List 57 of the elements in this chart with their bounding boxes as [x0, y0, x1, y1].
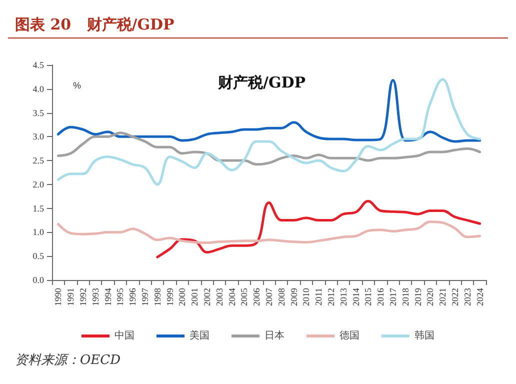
legend-label: 美国: [190, 330, 210, 342]
y-tick-label: 3.5: [32, 108, 44, 118]
x-tick-label: 1998: [152, 288, 162, 306]
line-series: [56, 220, 482, 244]
x-tick-label: 2019: [412, 288, 423, 306]
x-tick-label: 2015: [363, 288, 374, 306]
legend-label: 日本: [264, 330, 284, 342]
x-tick-label: 2008: [276, 288, 286, 306]
legend-label: 韩国: [414, 330, 434, 342]
y-tick-label: 0.5: [32, 251, 44, 262]
x-tick-label: 2006: [252, 288, 262, 306]
x-tick-label: 1994: [102, 288, 113, 306]
x-tick-label: 1991: [66, 288, 76, 306]
x-tick-label: 2004: [226, 288, 237, 306]
y-tick-label: 2.5: [32, 156, 44, 166]
line-series: [56, 132, 482, 166]
legend-label: 中国: [114, 330, 134, 342]
x-tick-label: 2001: [190, 288, 200, 306]
y-tick-label: 4.0: [32, 84, 44, 94]
x-tick-label: 1996: [128, 288, 138, 306]
text: 资料来源：OECD: [15, 353, 122, 368]
chart-title: 图表 20 财产税/GDP: [15, 16, 174, 34]
y-tick-label: 1.0: [32, 227, 44, 238]
x-tick-label: 2013: [338, 288, 348, 306]
x-tick-label: 1999: [164, 288, 175, 306]
x-tick-label: 1990: [53, 288, 64, 306]
x-tick-label: 2012: [326, 288, 336, 306]
x-tick-label: 2017: [388, 288, 398, 306]
x-tick-label: 2011: [314, 288, 324, 306]
y-tick-label: 0.0: [32, 275, 44, 285]
y-tick-label: 4.5: [32, 60, 44, 70]
x-tick-label: 2022: [450, 288, 460, 306]
x-tick-label: 2016: [376, 288, 386, 306]
x-tick-label: 2009: [288, 288, 299, 306]
x-tick-label: 2021: [438, 288, 448, 306]
x-tick-label: 2020: [425, 288, 436, 306]
y-tick-label: 3.0: [32, 132, 44, 142]
x-tick-label: 1997: [140, 288, 150, 306]
x-tick-label: 2023: [462, 288, 472, 306]
y-axis-title: %: [73, 80, 82, 90]
x-tick-label: 2018: [400, 288, 410, 306]
x-tick-label: 2014: [350, 288, 361, 306]
y-tick-label: 2.0: [32, 179, 44, 190]
x-tick-label: 2002: [202, 288, 212, 306]
y-tick-label: 1.5: [32, 203, 44, 214]
x-tick-label: 2000: [177, 288, 188, 306]
x-tick-label: 2024: [474, 288, 485, 306]
x-tick-label: 2005: [239, 288, 250, 306]
line-series: [156, 200, 482, 258]
text: 财产税/GDP: [217, 74, 306, 92]
x-tick-label: 2010: [301, 288, 312, 306]
x-tick-label: 1995: [115, 288, 126, 306]
x-tick-label: 2003: [214, 288, 224, 306]
legend-label: 德国: [340, 330, 360, 342]
x-tick-label: 1993: [90, 288, 100, 306]
x-tick-label: 2007: [264, 288, 274, 306]
x-tick-label: 1992: [78, 288, 88, 306]
